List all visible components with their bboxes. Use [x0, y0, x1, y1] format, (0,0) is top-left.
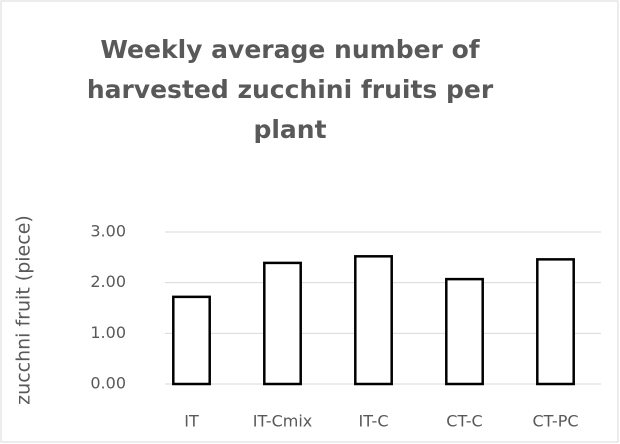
x-tick-label: CT-C: [446, 412, 482, 431]
bar: [536, 258, 575, 386]
y-tick-label: 1.00: [90, 323, 126, 342]
y-axis-label: zucchni fruit (piece): [13, 215, 35, 405]
bar: [354, 255, 393, 386]
x-tick-label: IT-Cmix: [253, 412, 312, 431]
bar: [172, 295, 211, 386]
chart-title: Weekly average number of harvested zucch…: [86, 35, 494, 144]
bar: [263, 261, 302, 386]
y-tick-label: 2.00: [90, 272, 126, 291]
x-tick-label: IT-C: [359, 412, 389, 431]
y-tick-label: 0.00: [90, 374, 126, 393]
y-tick-label: 3.00: [90, 222, 126, 241]
x-tick-label: IT: [184, 412, 199, 431]
bar: [445, 277, 484, 386]
x-tick-label: CT-PC: [532, 412, 578, 431]
